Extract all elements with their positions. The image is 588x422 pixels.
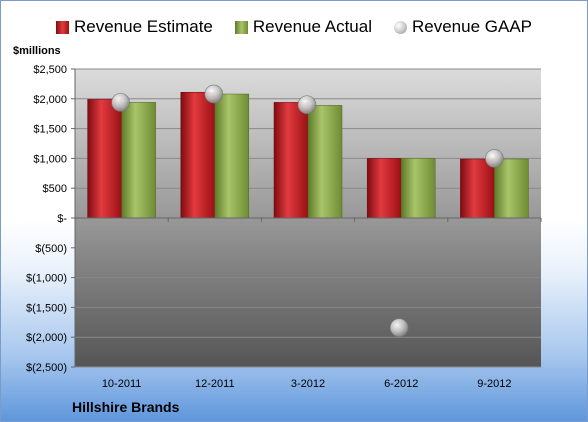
y-tick-label: $(1,000) xyxy=(26,273,67,285)
y-tick-label: $500 xyxy=(43,183,67,195)
points-layer xyxy=(111,84,504,337)
x-tick-label: 10-2011 xyxy=(102,378,142,390)
bar-revenue-actual xyxy=(494,158,529,219)
bar-revenue-estimate xyxy=(366,158,402,219)
legend-swatch-gaap xyxy=(393,20,407,34)
bar-revenue-estimate xyxy=(87,99,122,219)
legend-label-gaap: Revenue GAAP xyxy=(411,17,532,36)
legend: Revenue Estimate Revenue Actual Revenue … xyxy=(1,17,587,37)
bars-layer xyxy=(87,91,529,219)
bar-revenue-estimate xyxy=(180,91,216,219)
point-revenue-gaap xyxy=(389,318,409,337)
legend-item-actual: Revenue Actual xyxy=(234,17,372,37)
y-tick-label: $1,000 xyxy=(33,153,67,165)
legend-item-estimate: Revenue Estimate xyxy=(55,17,213,37)
y-tick-label: $2,000 xyxy=(33,94,67,106)
axis-layer xyxy=(71,68,542,368)
legend-label-estimate: Revenue Estimate xyxy=(73,17,213,36)
x-tick-label: 9-2012 xyxy=(477,378,511,390)
x-tick-label: 3-2012 xyxy=(291,378,325,390)
y-tick-label: $(500) xyxy=(35,243,67,255)
legend-item-gaap: Revenue GAAP xyxy=(393,17,532,37)
bar-revenue-estimate xyxy=(460,158,495,219)
y-tick-label: $(2,000) xyxy=(26,332,67,344)
labels-layer: $2,500 $2,000 $1,500 $1,000 $500 $- $(500) $(1,… xyxy=(26,64,512,390)
point-revenue-gaap xyxy=(204,84,224,104)
x-tick-label: 12-2011 xyxy=(195,378,235,390)
bar-revenue-actual xyxy=(307,105,343,219)
point-revenue-gaap xyxy=(485,149,504,168)
unit-label: $millions xyxy=(13,45,61,57)
company-label: Hillshire Brands xyxy=(72,399,180,415)
legend-swatch-actual xyxy=(234,20,248,34)
y-tick-label: $(1,500) xyxy=(26,302,67,314)
point-revenue-gaap xyxy=(111,93,130,112)
bar-revenue-actual xyxy=(214,93,250,219)
bar-revenue-actual xyxy=(121,102,156,219)
y-tick-label: $2,500 xyxy=(33,64,67,76)
point-revenue-gaap xyxy=(297,95,317,115)
legend-swatch-estimate xyxy=(55,20,69,34)
x-tick-label: 6-2012 xyxy=(384,378,418,390)
legend-label-actual: Revenue Actual xyxy=(252,17,372,36)
bar-revenue-actual xyxy=(400,158,436,219)
y-tick-label: $1,500 xyxy=(33,124,67,136)
bar-revenue-estimate xyxy=(273,102,309,219)
y-tick-label: $(2,500) xyxy=(26,362,67,374)
y-tick-label: $- xyxy=(57,213,67,225)
